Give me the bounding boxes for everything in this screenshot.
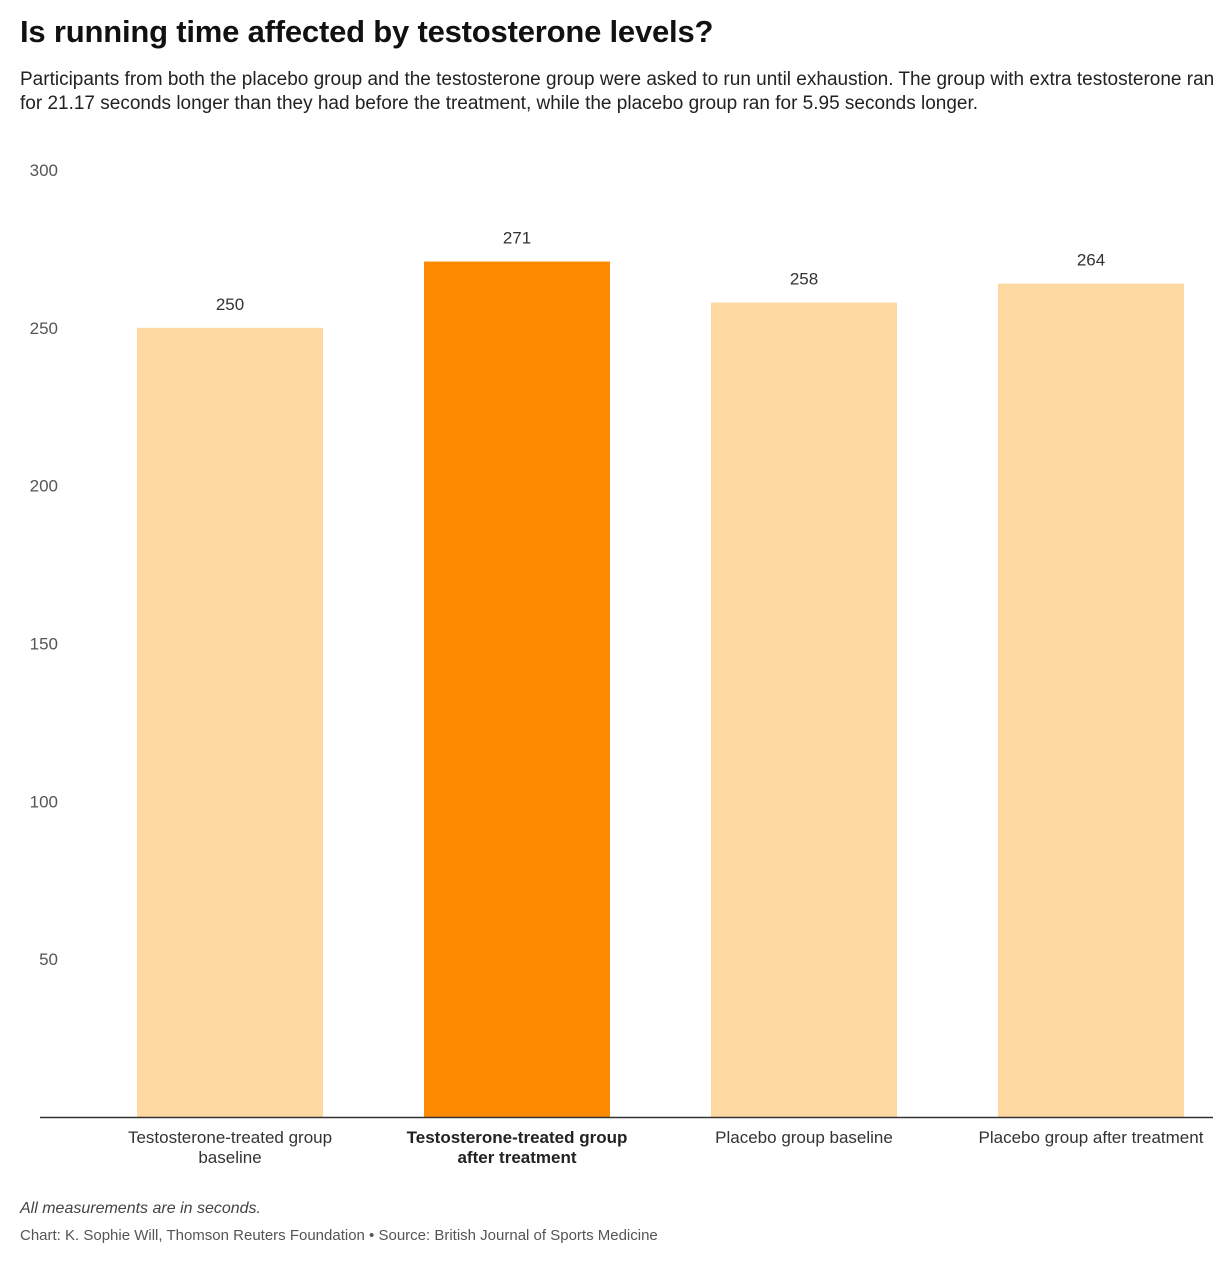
bar-3 [998, 283, 1184, 1117]
data-label-3: 264 [1077, 251, 1105, 270]
category-label-2: Placebo group baseline [715, 1128, 893, 1147]
data-label-1: 271 [503, 229, 531, 248]
source-credit: Chart: K. Sophie Will, Thomson Reuters F… [20, 1227, 658, 1244]
bars [137, 261, 1184, 1117]
bar-2 [711, 302, 897, 1117]
category-label-1: Testosterone-treated group after treatmen… [407, 1128, 628, 1167]
category-labels: Testosterone-treated group baseline Testos… [128, 1128, 1204, 1167]
chart-title: Is running time affected by testosterone… [20, 14, 714, 49]
y-tick-label-150: 150 [30, 635, 58, 654]
data-label-0: 250 [216, 295, 244, 314]
y-tick-label-100: 100 [30, 792, 58, 811]
chart-subtitle: Participants from both the placebo group… [20, 69, 1215, 114]
y-tick-label-300: 300 [30, 161, 58, 180]
y-tick-label-250: 250 [30, 319, 58, 338]
category-label-0: Testosterone-treated group baseline [128, 1128, 332, 1167]
bar-0 [137, 327, 323, 1117]
y-tick-label-50: 50 [39, 950, 58, 969]
data-labels: 250 271 258 264 [216, 229, 1105, 314]
category-label-3: Placebo group after treatment [979, 1128, 1204, 1147]
bar-1 [424, 261, 610, 1117]
footnote: All measurements are in seconds. [20, 1200, 261, 1217]
y-axis-ticks: 50 100 150 200 250 300 [30, 161, 58, 969]
y-tick-label-200: 200 [30, 477, 58, 496]
bar-chart: 50 100 150 200 250 300 250 271 258 264 Testoster… [30, 161, 1213, 1167]
data-label-2: 258 [790, 270, 818, 289]
